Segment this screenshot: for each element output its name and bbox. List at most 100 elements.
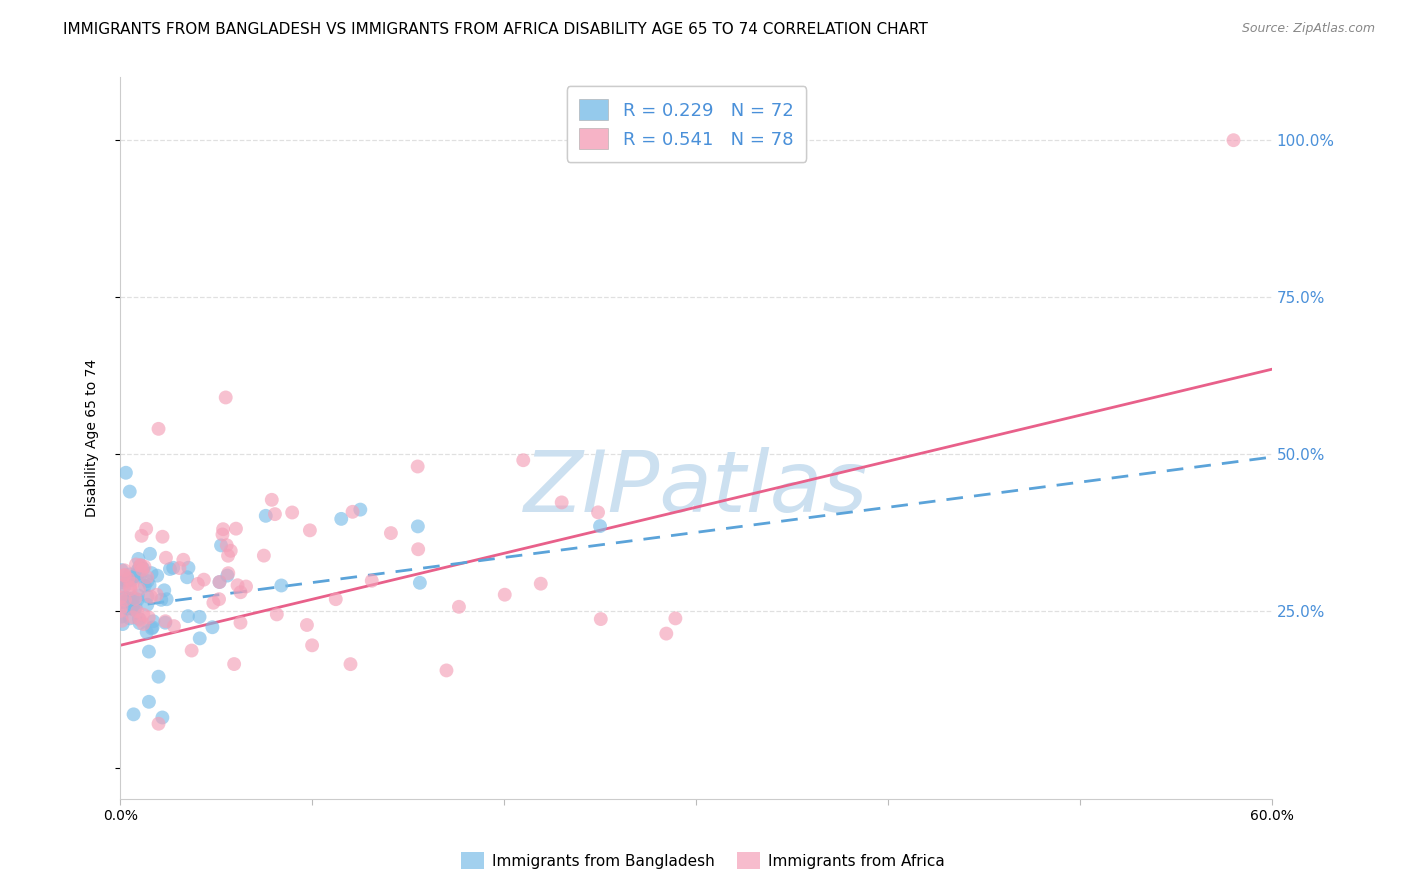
Point — [664, 611, 686, 625]
Point — [112, 568, 135, 582]
Point — [180, 643, 202, 657]
Point — [349, 502, 371, 516]
Point — [118, 611, 141, 625]
Legend: R = 0.229   N = 72, R = 0.541   N = 78: R = 0.229 N = 72, R = 0.541 N = 78 — [567, 87, 806, 161]
Point — [148, 670, 170, 684]
Point — [406, 459, 429, 474]
Point — [128, 612, 150, 626]
Point — [127, 588, 149, 602]
Point — [138, 695, 160, 709]
Text: Source: ZipAtlas.com: Source: ZipAtlas.com — [1241, 22, 1375, 36]
Point — [132, 607, 155, 622]
Point — [226, 578, 249, 592]
Point — [172, 553, 194, 567]
Point — [139, 547, 162, 561]
Point — [131, 563, 153, 577]
Point — [141, 566, 163, 581]
Point — [135, 522, 157, 536]
Point — [114, 568, 136, 582]
Point — [142, 620, 165, 634]
Point — [127, 564, 149, 578]
Point — [111, 617, 134, 632]
Point — [110, 591, 132, 605]
Point — [121, 576, 143, 591]
Point — [138, 578, 160, 592]
Point — [155, 615, 177, 630]
Point — [155, 550, 177, 565]
Point — [589, 519, 612, 533]
Point — [148, 422, 170, 436]
Point — [211, 527, 233, 541]
Text: ZIPatlas: ZIPatlas — [524, 447, 868, 530]
Point — [208, 592, 231, 607]
Point — [110, 563, 132, 577]
Point — [117, 601, 139, 615]
Point — [188, 610, 211, 624]
Point — [217, 568, 239, 582]
Point — [163, 619, 186, 633]
Point — [153, 583, 176, 598]
Point — [339, 657, 361, 672]
Point — [128, 582, 150, 597]
Y-axis label: Disability Age 65 to 74: Disability Age 65 to 74 — [86, 359, 100, 517]
Point — [530, 576, 553, 591]
Point — [110, 609, 132, 624]
Point — [114, 592, 136, 607]
Point — [138, 610, 160, 624]
Point — [117, 591, 139, 606]
Point — [177, 609, 200, 624]
Point — [115, 466, 138, 480]
Point — [589, 612, 612, 626]
Point — [142, 614, 165, 628]
Point — [150, 710, 173, 724]
Point — [169, 561, 191, 575]
Point — [136, 570, 159, 584]
Point — [406, 542, 429, 557]
Point — [494, 588, 516, 602]
Point — [201, 620, 224, 634]
Point — [127, 552, 149, 566]
Point — [176, 570, 198, 584]
Point — [132, 617, 155, 632]
Point — [655, 626, 678, 640]
Point — [159, 562, 181, 576]
Point — [112, 574, 135, 588]
Point — [139, 590, 162, 604]
Point — [124, 591, 146, 606]
Point — [110, 580, 132, 594]
Point — [118, 580, 141, 594]
Point — [409, 575, 432, 590]
Text: IMMIGRANTS FROM BANGLADESH VS IMMIGRANTS FROM AFRICA DISABILITY AGE 65 TO 74 COR: IMMIGRANTS FROM BANGLADESH VS IMMIGRANTS… — [63, 22, 928, 37]
Point — [128, 560, 150, 574]
Point — [260, 492, 283, 507]
Point — [129, 613, 152, 627]
Point — [127, 592, 149, 607]
Point — [114, 579, 136, 593]
Point — [212, 522, 235, 536]
Point — [235, 580, 257, 594]
Point — [111, 614, 134, 628]
Point — [136, 590, 159, 604]
Point — [114, 591, 136, 605]
Point — [146, 568, 169, 582]
Point — [436, 664, 458, 678]
Point — [121, 610, 143, 624]
Point — [586, 505, 609, 519]
Point — [156, 592, 179, 607]
Point — [127, 566, 149, 581]
Point — [110, 600, 132, 615]
Point — [120, 582, 142, 596]
Point — [128, 615, 150, 630]
Point — [217, 566, 239, 581]
Point — [120, 572, 142, 586]
Point — [270, 578, 292, 592]
Point — [110, 592, 132, 607]
Point — [219, 543, 242, 558]
Point — [120, 567, 142, 582]
Point — [110, 575, 132, 590]
Point — [215, 391, 238, 405]
Point — [128, 569, 150, 583]
Point — [136, 598, 159, 612]
Point — [162, 561, 184, 575]
Point — [134, 579, 156, 593]
